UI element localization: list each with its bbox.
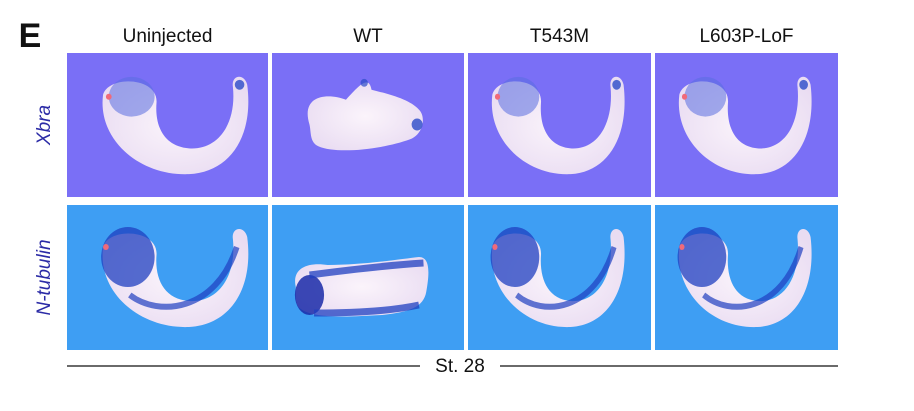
row-label: N-tubulin — [34, 239, 55, 315]
image-tile — [655, 53, 838, 197]
embryo — [307, 78, 423, 151]
eye — [681, 93, 688, 100]
stain — [702, 246, 804, 310]
eye — [105, 93, 112, 100]
image-tile — [468, 205, 651, 350]
image-grid — [67, 53, 838, 350]
stage-label: St. 28 — [435, 356, 485, 377]
embryo — [102, 76, 249, 175]
embryo — [677, 227, 812, 328]
embryo — [678, 76, 812, 175]
stain — [101, 227, 155, 287]
column-label: L603P-LoF — [699, 26, 793, 47]
eye — [103, 244, 109, 250]
stain — [490, 227, 540, 287]
embryo-body — [307, 82, 423, 151]
stain — [309, 259, 424, 317]
image-tile — [655, 205, 838, 350]
stain — [515, 246, 617, 310]
stain — [677, 227, 727, 287]
image-tile — [468, 53, 651, 197]
stain — [799, 79, 808, 90]
column-label: T543M — [530, 26, 589, 47]
stain — [411, 118, 423, 131]
row-label: Xbra — [34, 105, 55, 146]
eye — [679, 244, 685, 250]
eye — [494, 93, 501, 100]
eye — [492, 244, 498, 250]
embryo — [490, 227, 625, 328]
stain — [612, 79, 621, 90]
stain — [684, 76, 727, 117]
panel-label: E — [19, 17, 42, 55]
embryo — [294, 257, 429, 317]
column-label: Uninjected — [123, 26, 213, 47]
embryo — [101, 227, 249, 328]
embryo — [491, 76, 625, 175]
stain — [108, 76, 155, 117]
stain — [234, 79, 245, 90]
stain — [128, 246, 240, 310]
stain — [294, 275, 325, 315]
stain — [360, 78, 368, 87]
stain — [497, 76, 540, 117]
column-label: WT — [353, 26, 383, 47]
